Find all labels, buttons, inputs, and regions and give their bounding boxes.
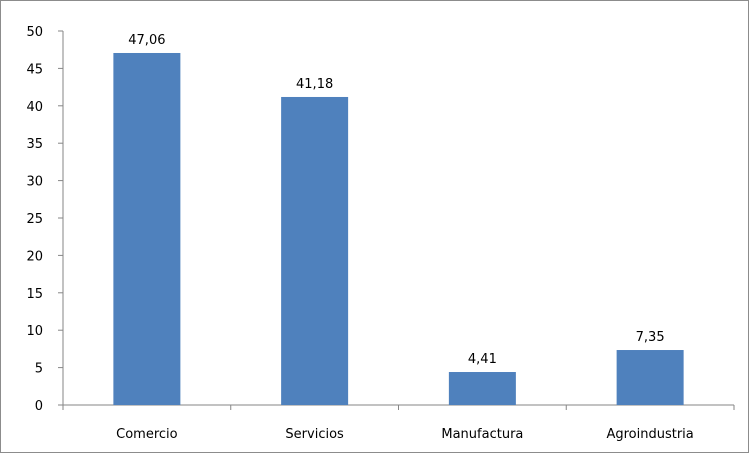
bars bbox=[113, 52, 684, 405]
bar-agroindustria bbox=[616, 350, 684, 405]
bar-manufactura bbox=[448, 372, 516, 405]
y-tick-label: 15 bbox=[26, 287, 43, 302]
bar-comercio bbox=[113, 52, 181, 405]
data-label: 7,35 bbox=[636, 330, 665, 345]
y-axis: 0 5 10 15 20 25 30 35 40 45 50 bbox=[26, 25, 64, 414]
bar-servicios bbox=[281, 96, 349, 405]
data-label: 4,41 bbox=[468, 352, 497, 367]
x-tick-label: Comercio bbox=[116, 427, 178, 442]
x-tick-label: Agroindustria bbox=[606, 427, 693, 442]
data-label: 41,18 bbox=[296, 77, 333, 92]
data-labels: 47,06 41,18 4,41 7,35 bbox=[128, 33, 664, 367]
y-tick-label: 40 bbox=[26, 100, 43, 115]
y-tick-label: 0 bbox=[35, 399, 43, 414]
y-tick-label: 10 bbox=[26, 324, 43, 339]
y-tick-label: 35 bbox=[26, 137, 43, 152]
x-axis: Comercio Servicios Manufactura Agroindustri… bbox=[62, 404, 735, 442]
x-tick-label: Manufactura bbox=[441, 427, 523, 442]
data-label: 47,06 bbox=[128, 33, 165, 48]
y-tick-label: 20 bbox=[26, 249, 43, 264]
y-tick-label: 50 bbox=[26, 25, 43, 40]
y-tick-label: 5 bbox=[35, 362, 43, 377]
x-tick-label: Servicios bbox=[285, 427, 344, 442]
y-tick-label: 30 bbox=[26, 175, 43, 190]
y-tick-label: 25 bbox=[26, 212, 43, 227]
y-tick-label: 45 bbox=[26, 62, 43, 77]
